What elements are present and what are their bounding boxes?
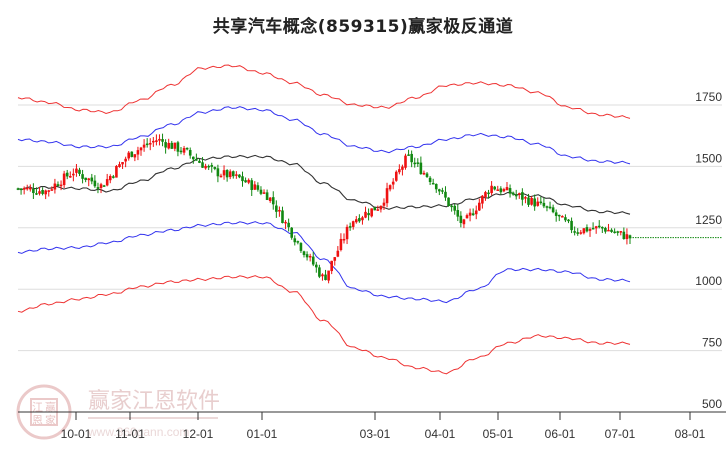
- y-axis: 500 750 1000 1250 1500 1750: [695, 90, 722, 411]
- chart-title: 共享汽车概念(859315)赢家极反通道: [212, 17, 514, 37]
- watermark-brand: 赢家江恩软件: [88, 389, 220, 414]
- y-tick-label: 1500: [695, 151, 722, 165]
- x-tick-label: 01-01: [247, 427, 278, 441]
- inner_lower-line: [17, 221, 631, 304]
- x-tick-label: 03-01: [360, 427, 391, 441]
- svg-text:江: 江: [32, 401, 43, 414]
- x-tick-label: 11-01: [115, 427, 145, 441]
- svg-text:家: 家: [45, 413, 56, 427]
- y-tick-label: 1250: [695, 213, 722, 227]
- channel-bands: [17, 64, 631, 375]
- svg-text:赢: 赢: [45, 400, 56, 414]
- x-tick-label: 06-01: [545, 427, 576, 441]
- candlesticks: [16, 133, 632, 284]
- outer_lower-line: [17, 275, 631, 375]
- watermark-url: www.360gann.com: [87, 425, 189, 439]
- watermark: 江 赢 恩 家 赢家江恩软件 www.360gann.com: [16, 384, 220, 440]
- outer_upper-line: [17, 64, 631, 119]
- x-tick-label: 10-01: [61, 427, 92, 441]
- svg-text:恩: 恩: [32, 414, 43, 427]
- x-tick-label: 05-01: [483, 427, 514, 441]
- x-tick-label: 12-01: [183, 427, 214, 441]
- y-tick-label: 1000: [695, 274, 722, 288]
- x-tick-label: 08-01: [675, 427, 706, 441]
- x-tick-label: 04-01: [425, 427, 456, 441]
- x-tick-label: 07-01: [605, 427, 636, 441]
- middle-line: [17, 154, 631, 215]
- x-axis: 10-01 11-01 12-01 01-01 03-01 04-01 05-01 06-01…: [18, 411, 726, 441]
- inner_upper-line: [17, 106, 631, 165]
- grid-lines: [18, 104, 722, 352]
- y-tick-label: 500: [702, 397, 722, 411]
- y-tick-label: 1750: [695, 90, 722, 104]
- y-tick-label: 750: [702, 336, 722, 350]
